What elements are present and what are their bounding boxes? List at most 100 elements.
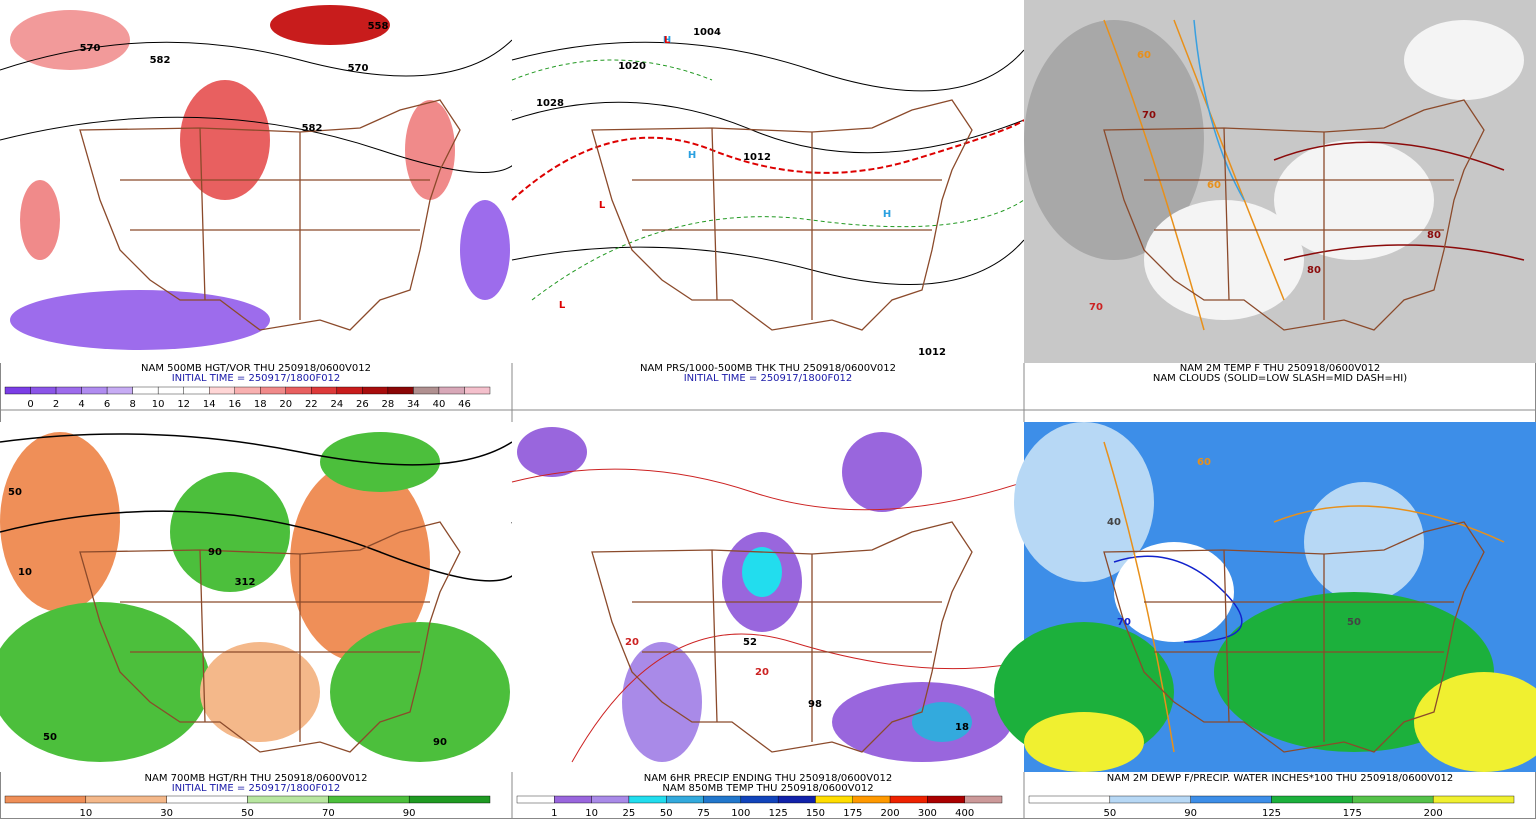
map <box>0 0 523 363</box>
map-label: 582 <box>150 55 171 66</box>
vort <box>270 5 390 45</box>
map-label: 582 <box>302 123 323 134</box>
clear <box>1144 200 1304 320</box>
clear <box>1404 20 1524 100</box>
rh <box>330 622 510 762</box>
panel: 50 90 312 10 50 90 NAM 700MB HGT/RH THU 250918… <box>4 487 491 819</box>
map-label: 10 <box>18 567 32 578</box>
colorbar-swatch <box>413 386 440 395</box>
caption: INITIAL TIME = 250917/1800F012 <box>172 373 341 384</box>
colorbar-swatch <box>1109 795 1191 804</box>
colorbar-swatch <box>166 795 248 804</box>
colorbar-label: 100 <box>731 808 750 819</box>
colorbar-swatch <box>703 795 742 804</box>
colorbar-label: 50 <box>241 808 254 819</box>
colorbar-swatch <box>247 795 329 804</box>
colorbar-swatch <box>1352 795 1434 804</box>
colorbar-swatch <box>311 386 338 395</box>
map <box>511 0 1025 363</box>
map-label: 90 <box>433 737 447 748</box>
map-label: 1012 <box>918 347 946 358</box>
map-label: 20 <box>625 637 639 648</box>
vort <box>10 10 130 70</box>
caption: NAM 2M TEMP F THU 250918/0600V012 <box>1180 363 1381 374</box>
caption: INITIAL TIME = 250917/1800F012 <box>172 783 341 794</box>
precip <box>742 547 782 597</box>
precip <box>842 432 922 512</box>
colorbar-swatch <box>516 795 555 804</box>
colorbar-swatch <box>964 795 1003 804</box>
map-label: 1004 <box>693 27 721 38</box>
precip <box>517 427 587 477</box>
map-label: 70 <box>1142 110 1156 121</box>
colorbar-swatch <box>740 795 779 804</box>
colorbar-swatch <box>1190 795 1272 804</box>
colorbar-label: 150 <box>806 808 825 819</box>
isotherm <box>1273 141 1525 261</box>
colorbar-swatch <box>362 386 389 395</box>
caption: NAM 850MB TEMP THU 250918/0600V012 <box>662 783 873 794</box>
map-label: 1020 <box>618 61 646 72</box>
isotherm <box>1193 19 1245 201</box>
colorbar-label: 10 <box>79 808 92 819</box>
colorbar-label: 200 <box>881 808 900 819</box>
map-label: 50 <box>43 732 57 743</box>
rh <box>0 602 210 762</box>
colorbar-swatch <box>209 386 235 395</box>
panel: 60 70 80 70 80 60 NAM 2M TEMP F THU 250918/060… <box>1089 50 1441 384</box>
colorbar-swatch <box>927 795 965 804</box>
map <box>511 422 1025 772</box>
colorbar-label: 14 <box>203 399 216 410</box>
colorbar-swatch <box>4 386 31 395</box>
colorbar-swatch <box>336 386 363 395</box>
colorbar-label: 46 <box>458 399 471 410</box>
colorbar-swatch <box>30 386 57 395</box>
colorbar-swatch <box>852 795 891 804</box>
pw <box>1114 542 1234 642</box>
colorbar-swatch <box>260 386 286 395</box>
pw <box>1304 482 1424 602</box>
map-label: 558 <box>368 21 389 32</box>
colorbar-label: 125 <box>1262 808 1281 819</box>
map <box>0 422 523 772</box>
colorbar-label: 12 <box>177 399 190 410</box>
map-label: 50 <box>1347 617 1361 628</box>
vort <box>180 80 270 200</box>
colorbar-label: 175 <box>843 808 862 819</box>
map-label: H <box>663 35 671 46</box>
colorbar-label: 24 <box>330 399 343 410</box>
colorbar-label: 1 <box>551 808 557 819</box>
caption: NAM 2M DEWP F/PRECIP. WATER INCHES*100 T… <box>1107 773 1453 784</box>
colorbar-swatch <box>1271 795 1353 804</box>
colorbar-swatch <box>815 795 853 804</box>
colorbar-swatch <box>85 795 167 804</box>
map-label: L <box>559 300 566 311</box>
colorbar-swatch <box>438 386 465 395</box>
rh <box>290 462 430 662</box>
map-label: 90 <box>208 547 222 558</box>
caption: NAM 6HR PRECIP ENDING THU 250918/0600V01… <box>644 773 892 784</box>
colorbar-label: 125 <box>769 808 788 819</box>
map-label: 52 <box>743 637 757 648</box>
colorbar-swatch <box>777 795 816 804</box>
colorbar-label: 0 <box>27 399 33 410</box>
colorbar-label: 26 <box>356 399 369 410</box>
vort <box>20 180 60 260</box>
colorbar-swatch <box>4 795 87 804</box>
map-label: 570 <box>348 63 369 74</box>
colorbar-swatch <box>132 386 159 395</box>
colorbar-label: 50 <box>660 808 673 819</box>
colorbar-label: 40 <box>433 399 446 410</box>
caption: NAM 700MB HGT/RH THU 250918/0600V012 <box>145 773 368 784</box>
colorbar-swatch <box>55 386 82 395</box>
rh <box>0 432 120 612</box>
caption: INITIAL TIME = 250917/1800F012 <box>684 373 853 384</box>
pw <box>1014 422 1154 582</box>
isotherm <box>511 468 1025 763</box>
colorbar-swatch <box>328 795 410 804</box>
colorbar-label: 75 <box>697 808 710 819</box>
colorbar-label: 175 <box>1343 808 1362 819</box>
map-label: L <box>599 200 606 211</box>
colorbar-swatch <box>1432 795 1515 804</box>
